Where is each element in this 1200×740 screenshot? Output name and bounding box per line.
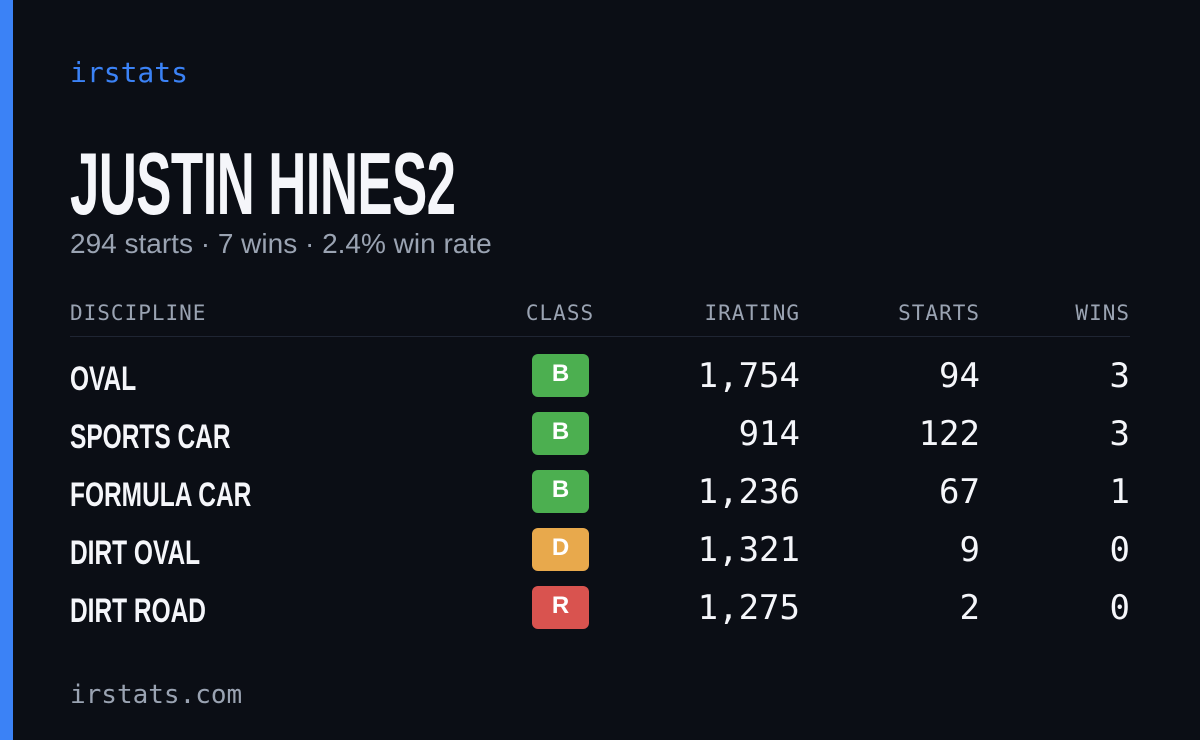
discipline: OVAL xyxy=(70,360,137,398)
class-badge: R xyxy=(532,586,589,629)
starts: 94 xyxy=(939,356,980,396)
starts: 67 xyxy=(939,472,980,512)
irating: 1,236 xyxy=(697,472,800,512)
class-badge: B xyxy=(532,354,589,397)
class-badge: B xyxy=(532,412,589,455)
column-header: STARTS xyxy=(898,301,980,325)
wins: 0 xyxy=(1109,530,1130,570)
column-header: DISCIPLINE xyxy=(70,301,207,325)
starts: 2 xyxy=(959,588,980,628)
discipline: DIRT OVAL xyxy=(70,534,201,572)
discipline: DIRT ROAD xyxy=(70,592,207,630)
player-name: JUSTIN HINES2 xyxy=(70,134,456,233)
column-header: CLASS xyxy=(525,301,595,325)
header-rule xyxy=(70,336,1130,337)
column-header: IRATING xyxy=(704,301,800,325)
column-header: WINS xyxy=(1075,301,1130,325)
wins: 1 xyxy=(1109,472,1130,512)
starts: 122 xyxy=(918,414,980,454)
irating: 914 xyxy=(738,414,800,454)
summary: 294 starts · 7 wins · 2.4% win rate xyxy=(70,228,492,259)
brand: irstats xyxy=(70,56,189,89)
class-badge: B xyxy=(532,470,589,513)
wins: 3 xyxy=(1109,356,1130,396)
irating: 1,275 xyxy=(697,588,800,628)
footer: irstats.com xyxy=(70,680,243,710)
discipline: SPORTS CAR xyxy=(70,418,231,456)
accent-bar xyxy=(0,0,13,740)
irating: 1,754 xyxy=(697,356,800,396)
wins: 3 xyxy=(1109,414,1130,454)
wins: 0 xyxy=(1109,588,1130,628)
discipline: FORMULA CAR xyxy=(70,476,252,514)
class-badge: D xyxy=(532,528,589,571)
irating: 1,321 xyxy=(697,530,800,570)
starts: 9 xyxy=(959,530,980,570)
